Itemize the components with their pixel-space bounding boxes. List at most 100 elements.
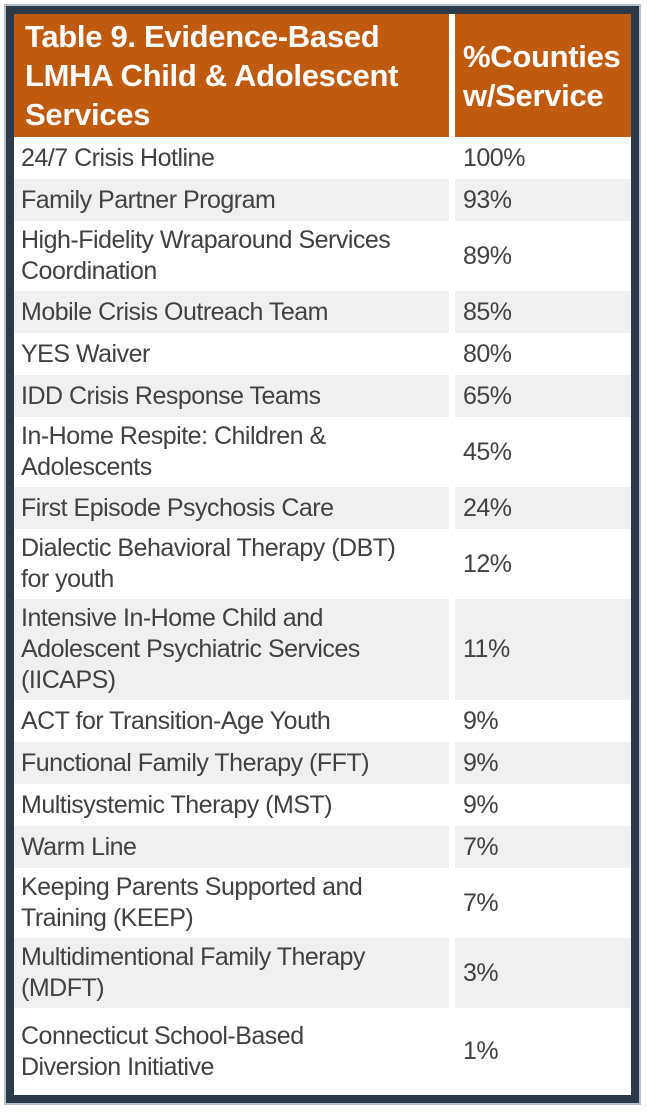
service-name-cell: Family Partner Program [14,179,449,221]
service-name-cell: Warm Line [14,826,449,868]
percent-value: 85% [463,297,512,326]
column-divider [449,14,455,137]
percent-value-cell: 9% [455,700,631,742]
table-row: Multidimentional Family Therapy (MDFT) 3… [14,938,631,1008]
service-name: Functional Family Therapy (FFT) [21,748,370,777]
service-name: 24/7 Crisis Hotline [21,143,215,172]
column-divider [449,375,455,417]
percent-value: 7% [463,888,499,917]
service-name: Warm Line [21,832,137,861]
percent-value: 9% [463,748,499,777]
percent-value-cell: 3% [455,938,631,1008]
percent-value: 9% [463,790,499,819]
table-row: Family Partner Program 93% [14,179,631,221]
service-name: YES Waiver [21,339,150,368]
table-row: Keeping Parents Supported and Training (… [14,868,631,938]
column-divider [449,938,455,1008]
service-name: First Episode Psychosis Care [21,493,334,522]
service-name-cell: Functional Family Therapy (FFT) [14,742,449,784]
service-name-cell: High-Fidelity Wraparound Services Coordi… [14,221,449,291]
percent-value: 9% [463,706,499,735]
service-name: Mobile Crisis Outreach Team [21,297,328,326]
column-divider [449,599,455,700]
column-divider [449,1008,455,1095]
percent-value-cell: 11% [455,599,631,700]
column-divider [449,529,455,599]
percent-value: 45% [463,437,512,466]
service-name-cell: IDD Crisis Response Teams [14,375,449,417]
percent-value: 12% [463,549,512,578]
percent-value: 7% [463,832,499,861]
table-row: High-Fidelity Wraparound Services Coordi… [14,221,631,291]
column-divider [449,487,455,529]
service-name-cell: Mobile Crisis Outreach Team [14,291,449,333]
percent-value: 80% [463,339,512,368]
percent-value-cell: 7% [455,868,631,938]
service-name: Multisystemic Therapy (MST) [21,790,333,819]
service-name-cell: YES Waiver [14,333,449,375]
percent-value-cell: 9% [455,784,631,826]
table-row: Mobile Crisis Outreach Team 85% [14,291,631,333]
column-divider [449,221,455,291]
column-divider [449,826,455,868]
column-divider [449,700,455,742]
table-title: Table 9. Evidence-Based LMHA Child & Ado… [25,19,399,132]
percent-value-cell: 9% [455,742,631,784]
table-header: Table 9. Evidence-Based LMHA Child & Ado… [14,14,631,137]
column-divider [449,333,455,375]
percent-value-cell: 93% [455,179,631,221]
percent-value: 100% [463,143,525,172]
header-value-cell: %Counties w/Service [455,14,631,137]
percent-value-cell: 24% [455,487,631,529]
percent-value: 3% [463,958,499,987]
header-title-cell: Table 9. Evidence-Based LMHA Child & Ado… [14,14,449,137]
table-row: YES Waiver 80% [14,333,631,375]
service-name: Family Partner Program [21,185,276,214]
column-divider [449,417,455,487]
percent-value: 1% [463,1037,499,1065]
service-name: ACT for Transition-Age Youth [21,706,331,735]
service-name: Multidimentional Family Therapy (MDFT) [21,943,365,1002]
service-name: Connecticut School-Based Diversion Initi… [21,1021,304,1081]
service-name-cell: Multisystemic Therapy (MST) [14,784,449,826]
service-name-cell: Keeping Parents Supported and Training (… [14,868,449,938]
table-row: First Episode Psychosis Care 24% [14,487,631,529]
service-name: Keeping Parents Supported and Training (… [21,873,363,932]
table-body: 24/7 Crisis Hotline 100% Family Partner … [14,137,631,1095]
service-name-cell: Dialectic Behavioral Therapy (DBT) for y… [14,529,449,599]
table-row: In-Home Respite: Children & Adolescents … [14,417,631,487]
service-name-cell: ACT for Transition-Age Youth [14,700,449,742]
percent-value: 65% [463,381,512,410]
table-row: Intensive In-Home Child and Adolescent P… [14,599,631,700]
percent-value: 24% [463,493,512,522]
percent-value-cell: 80% [455,333,631,375]
column-divider [449,291,455,333]
column-divider [449,179,455,221]
percent-value-cell: 89% [455,221,631,291]
service-name-cell: First Episode Psychosis Care [14,487,449,529]
table-row: Functional Family Therapy (FFT) 9% [14,742,631,784]
service-name: High-Fidelity Wraparound Services Coordi… [21,226,391,285]
value-column-header: %Counties w/Service [463,38,621,113]
percent-value-cell: 45% [455,417,631,487]
percent-value: 93% [463,185,512,214]
percent-value-cell: 12% [455,529,631,599]
table-row: Dialectic Behavioral Therapy (DBT) for y… [14,529,631,599]
service-name: In-Home Respite: Children & Adolescents [21,422,326,481]
table9-services-table: Table 9. Evidence-Based LMHA Child & Ado… [6,6,639,1103]
service-name: IDD Crisis Response Teams [21,381,321,410]
percent-value-cell: 7% [455,826,631,868]
service-name-cell: 24/7 Crisis Hotline [14,137,449,179]
service-name-cell: Intensive In-Home Child and Adolescent P… [14,599,449,700]
service-name: Intensive In-Home Child and Adolescent P… [21,604,360,694]
table-row: IDD Crisis Response Teams 65% [14,375,631,417]
table-row: 24/7 Crisis Hotline 100% [14,137,631,179]
percent-value-cell: 65% [455,375,631,417]
table-row: ACT for Transition-Age Youth 9% [14,700,631,742]
column-divider [449,742,455,784]
service-name: Dialectic Behavioral Therapy (DBT) for y… [21,534,396,593]
percent-value-cell: 85% [455,291,631,333]
column-divider [449,868,455,938]
column-divider [449,784,455,826]
